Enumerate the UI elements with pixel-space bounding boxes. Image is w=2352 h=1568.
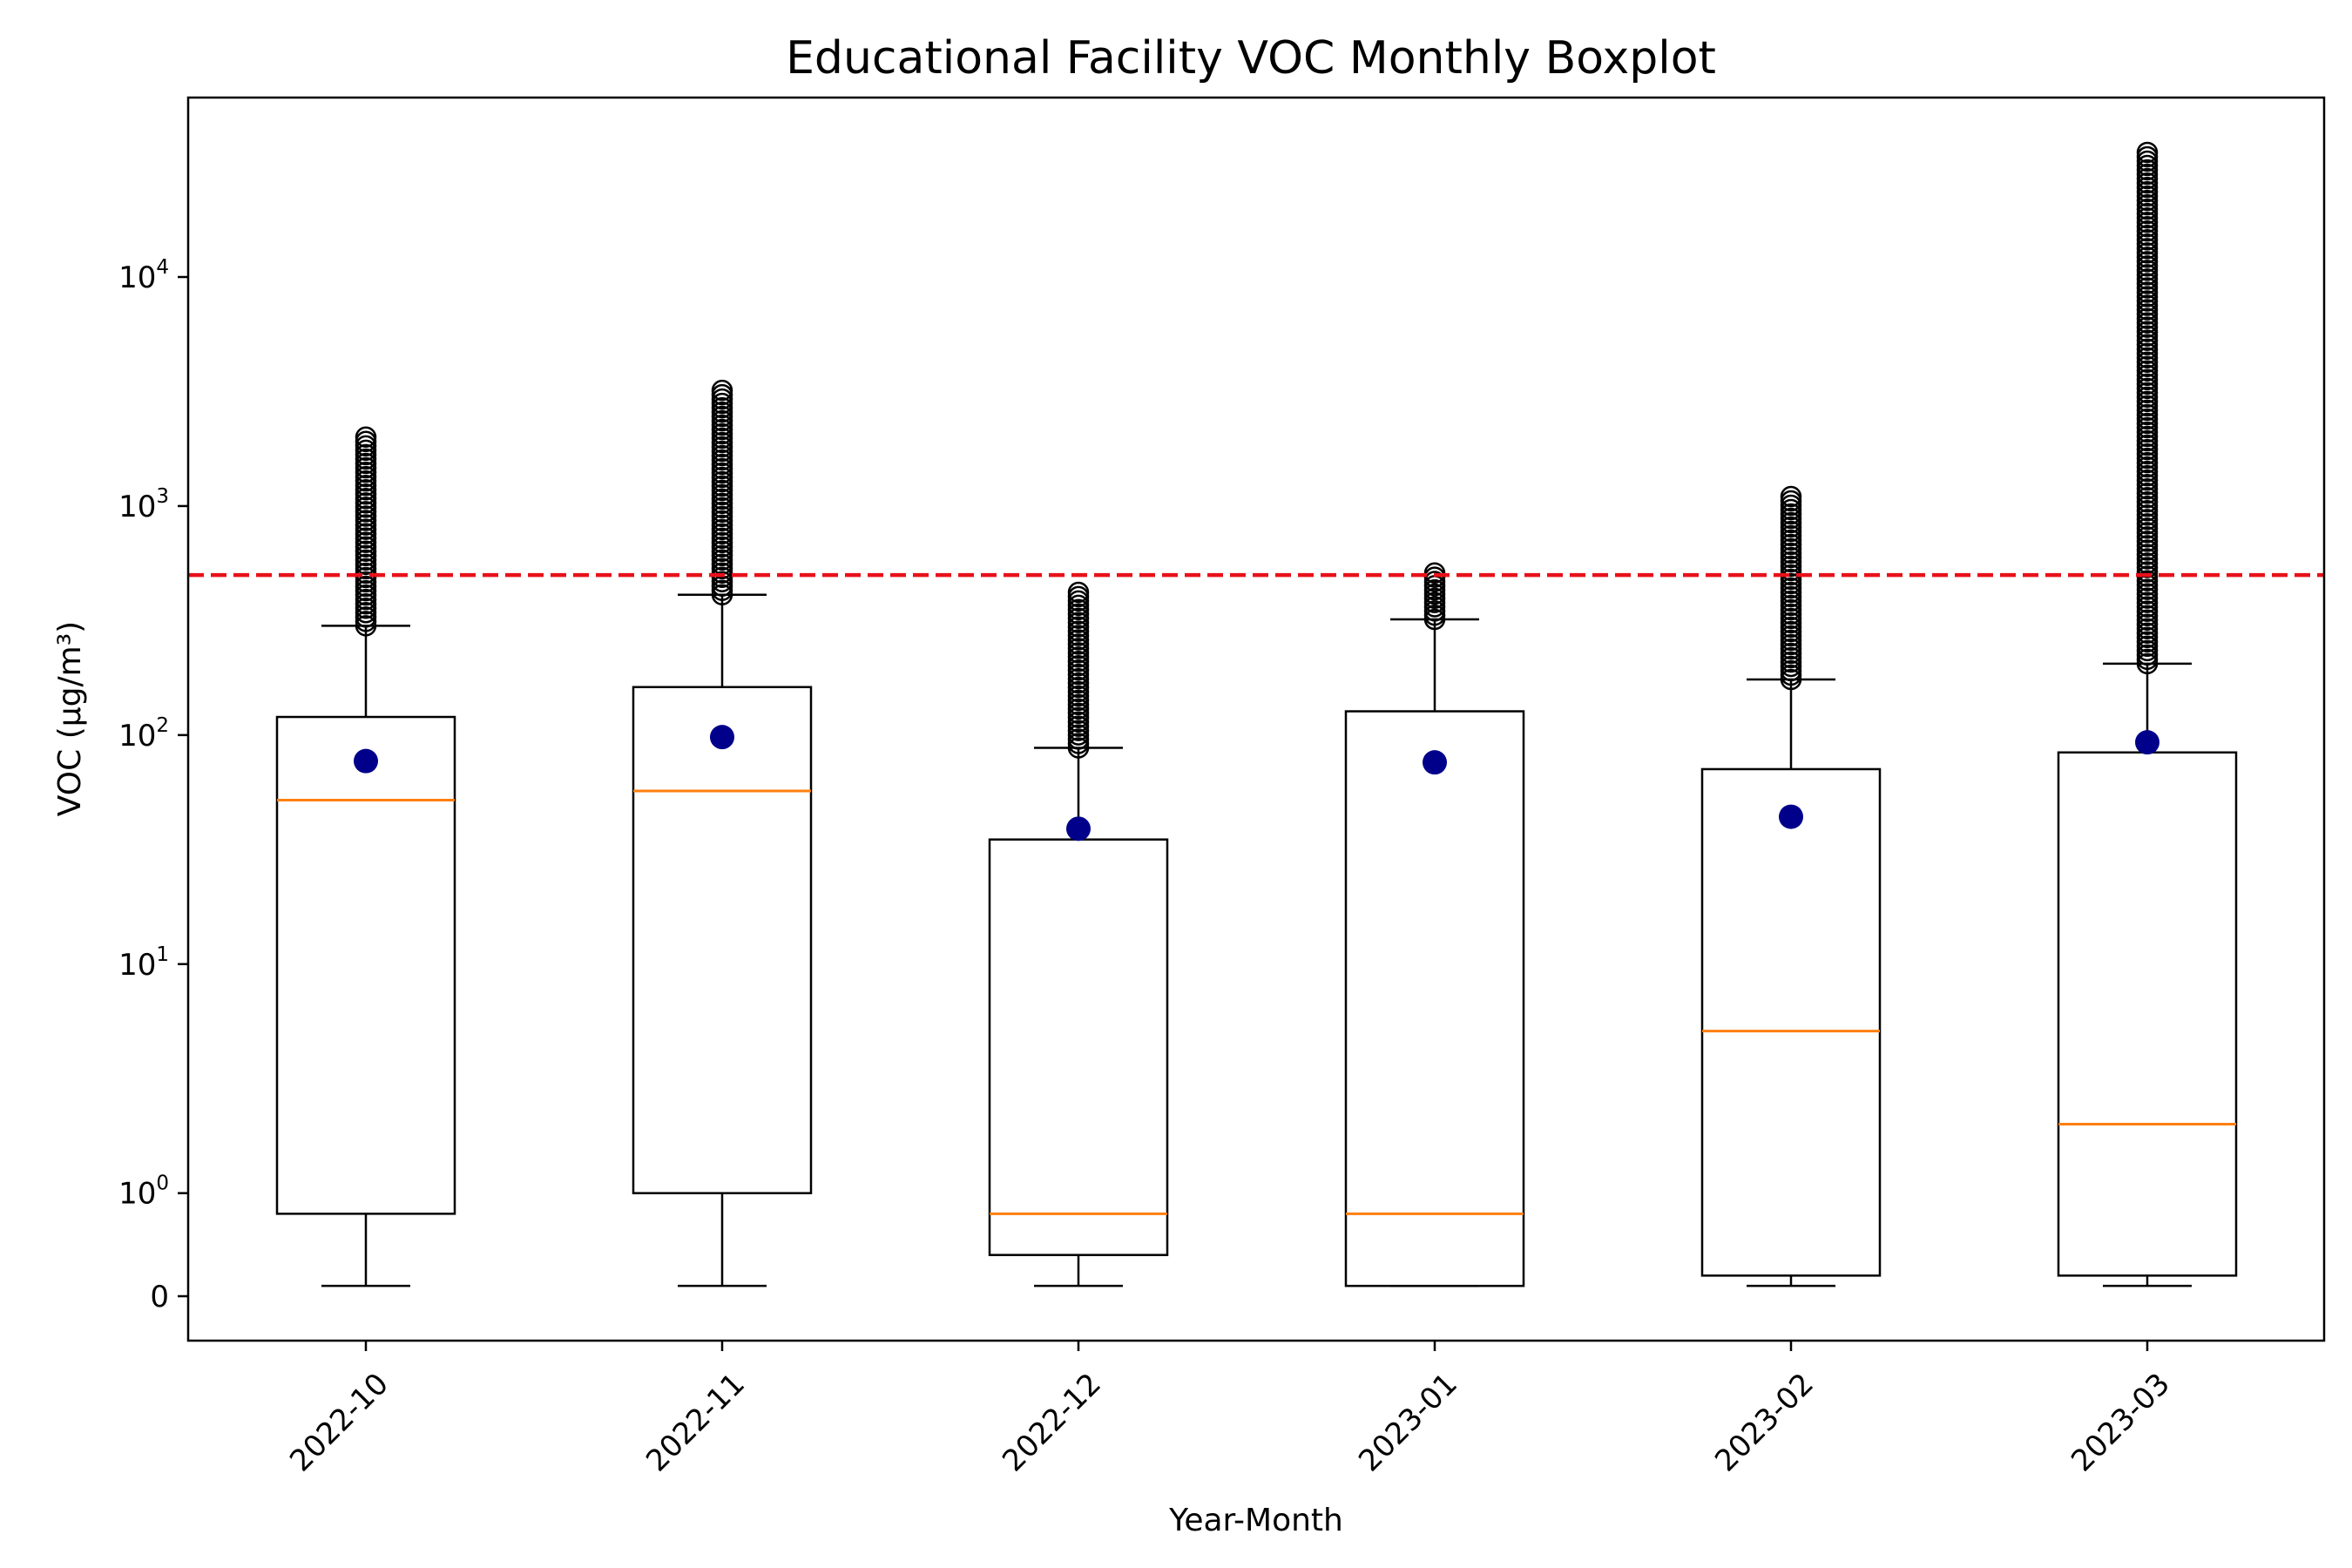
iqr-box	[988, 838, 1169, 1256]
outlier-point	[1423, 562, 1446, 585]
y-axis-label: VOC (µg/m³)	[52, 621, 88, 816]
iqr-box	[632, 686, 813, 1194]
mean-marker	[1423, 750, 1447, 775]
outlier-point	[1067, 581, 1090, 604]
y-tick-label: 101	[118, 943, 169, 983]
box-group-2022-11	[632, 379, 813, 1288]
iqr-box	[2057, 751, 2238, 1277]
box-group-2023-01	[1344, 562, 1525, 1288]
iqr-box	[1344, 710, 1525, 1288]
mean-marker	[2135, 730, 2159, 755]
outlier-point	[711, 379, 733, 402]
y-tick-label: 104	[118, 256, 169, 295]
box-group-2022-10	[275, 426, 456, 1288]
outlier-point	[2136, 141, 2159, 164]
iqr-box	[275, 715, 456, 1215]
mean-marker	[354, 748, 378, 774]
y-tick-label: 100	[118, 1173, 169, 1212]
box-group-2023-02	[1700, 485, 1882, 1288]
y-tick-label: 0	[150, 1280, 169, 1315]
outlier-point	[1780, 485, 1802, 508]
y-tick-label: 103	[118, 485, 169, 524]
iqr-box	[1700, 767, 1882, 1277]
plot-frame	[186, 96, 2326, 1342]
mean-marker	[710, 725, 734, 750]
box-group-2023-03	[2057, 141, 2238, 1288]
x-axis-label: Year-Month	[1168, 1503, 1343, 1538]
outlier-point	[355, 426, 377, 449]
box-group-2022-12	[988, 581, 1169, 1288]
mean-marker	[1779, 804, 1803, 829]
chart-title: Educational Facility VOC Monthly Boxplot	[786, 32, 1716, 84]
y-tick-label: 102	[118, 714, 169, 754]
mean-marker	[1066, 816, 1091, 841]
